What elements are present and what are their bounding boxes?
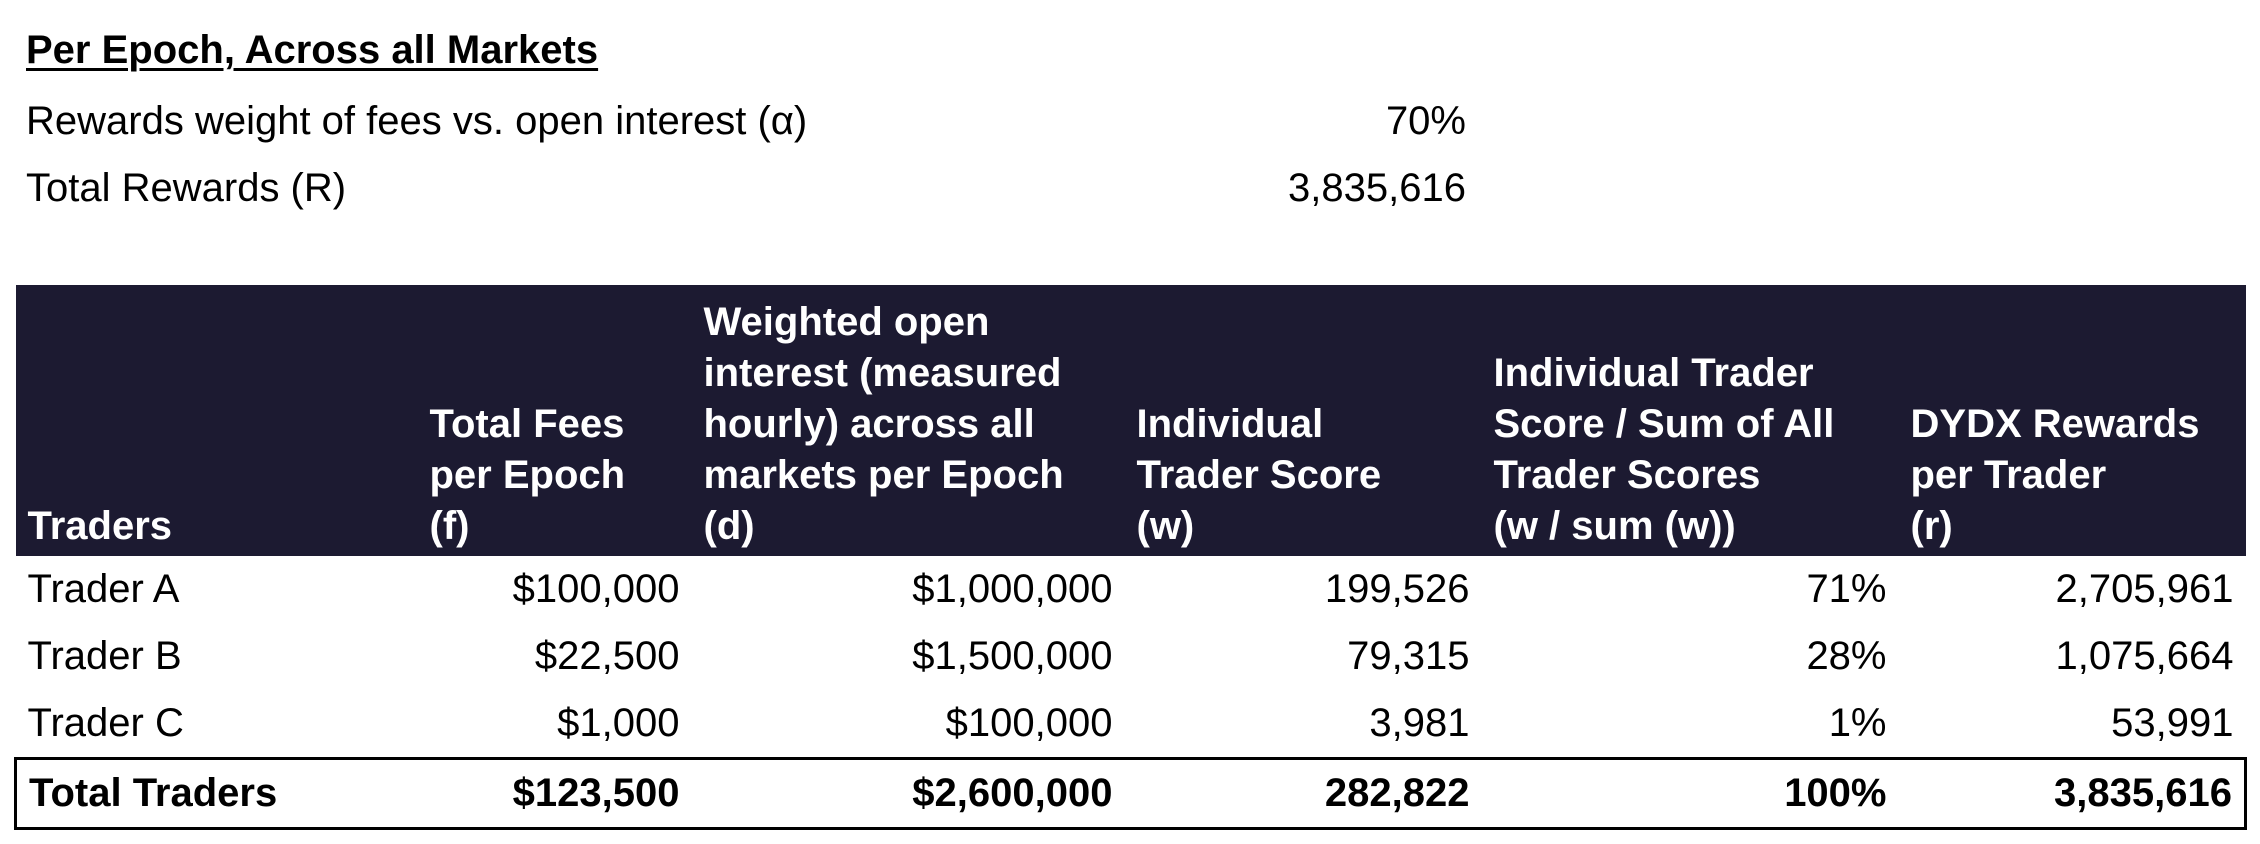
total-fees-cell: $100,000: [512, 567, 680, 611]
param-row-alpha: Rewards weight of fees vs. open interest…: [26, 91, 1466, 151]
header-line: (w): [1136, 504, 1195, 548]
rewards-cell: 1,075,664: [2055, 634, 2234, 678]
header-line: (d): [703, 504, 755, 548]
param-row-total-rewards: Total Rewards (R) 3,835,616: [26, 158, 1466, 218]
header-line: Traders: [27, 504, 173, 548]
table-row: Trader C $1,000 $100,000 3,981 1% 53,991: [16, 690, 2246, 759]
rewards-cell: 2,705,961: [2055, 567, 2234, 611]
header-line: hourly) across all: [703, 402, 1035, 446]
header-line: (w / sum (w)): [1493, 504, 1736, 548]
total-fees-cell: $22,500: [534, 634, 680, 678]
header-line: DYDX Rewards: [1910, 402, 2200, 446]
score-share-cell: 28%: [1806, 634, 1887, 678]
header-traders: Traders: [15, 285, 418, 556]
param-value: 3,835,616: [1288, 166, 1466, 210]
total-rewards-cell: 3,835,616: [1898, 757, 2247, 830]
summary-heading: Per Epoch, Across all Markets: [26, 28, 599, 72]
header-line: Individual Trader: [1493, 351, 1814, 395]
total-trader-score-cell: 282,822: [1124, 757, 1482, 830]
param-label: Rewards weight of fees vs. open interest…: [26, 99, 808, 143]
score-share-cell: 1%: [1828, 701, 1887, 745]
header-line: (f): [429, 504, 470, 548]
table-row: Trader B $22,500 $1,500,000 79,315 28% 1,075,…: [16, 623, 2246, 690]
total-fees-cell: $1,000: [557, 701, 680, 745]
header-total-fees: Total Fees per Epoch (f): [417, 285, 692, 556]
open-interest-cell: $100,000: [945, 701, 1113, 745]
header-line: Score / Sum of All: [1493, 402, 1835, 446]
trader-score-cell: 199,526: [1324, 567, 1470, 611]
header-individual-trader-score: Individual Trader Score (w): [1124, 285, 1482, 556]
param-label: Total Rewards (R): [26, 166, 347, 210]
param-value: 70%: [1385, 99, 1466, 143]
header-line: Trader Scores: [1493, 453, 1761, 497]
table-row: Trader A $100,000 $1,000,000 199,526 71% 2,70…: [16, 556, 2246, 623]
open-interest-cell: $1,500,000: [912, 634, 1113, 678]
trader-name-cell: Trader C: [27, 701, 184, 745]
header-line: markets per Epoch: [703, 453, 1064, 497]
header-line: per Epoch: [429, 453, 626, 497]
total-row: Total Traders $123,500 $2,600,000 282,822 10…: [14, 757, 2247, 830]
rewards-table: Traders Total Fees per Epoch (f) Weighted op…: [14, 285, 2247, 830]
trader-score-cell: 79,315: [1347, 634, 1470, 678]
table-header-row: Traders Total Fees per Epoch (f) Weighted op…: [15, 285, 2246, 556]
header-line: (r): [1910, 504, 1953, 548]
header-line: Trader Score: [1136, 453, 1382, 497]
total-score-share-cell: 100%: [1481, 757, 1899, 830]
trader-score-cell: 3,981: [1369, 701, 1470, 745]
total-total-fees-cell: $123,500: [417, 757, 692, 830]
header-line: Total Fees: [429, 402, 625, 446]
total-trader-name-cell: Total Traders: [14, 757, 418, 830]
header-line: Individual: [1136, 402, 1324, 446]
rewards-cell: 53,991: [2111, 701, 2234, 745]
header-weighted-open-interest: Weighted open interest (measured hourly) a…: [691, 285, 1125, 556]
header-score-share: Individual Trader Score / Sum of All Trade…: [1481, 285, 1899, 556]
header-line: Weighted open: [703, 300, 990, 344]
score-share-cell: 71%: [1806, 567, 1887, 611]
header-dydx-rewards: DYDX Rewards per Trader (r): [1898, 285, 2246, 556]
header-line: interest (measured: [703, 351, 1062, 395]
header-line: per Trader: [1910, 453, 2107, 497]
open-interest-cell: $1,000,000: [912, 567, 1113, 611]
total-open-interest-cell: $2,600,000: [691, 757, 1125, 830]
trader-name-cell: Trader B: [27, 634, 182, 678]
trader-name-cell: Trader A: [27, 567, 180, 611]
